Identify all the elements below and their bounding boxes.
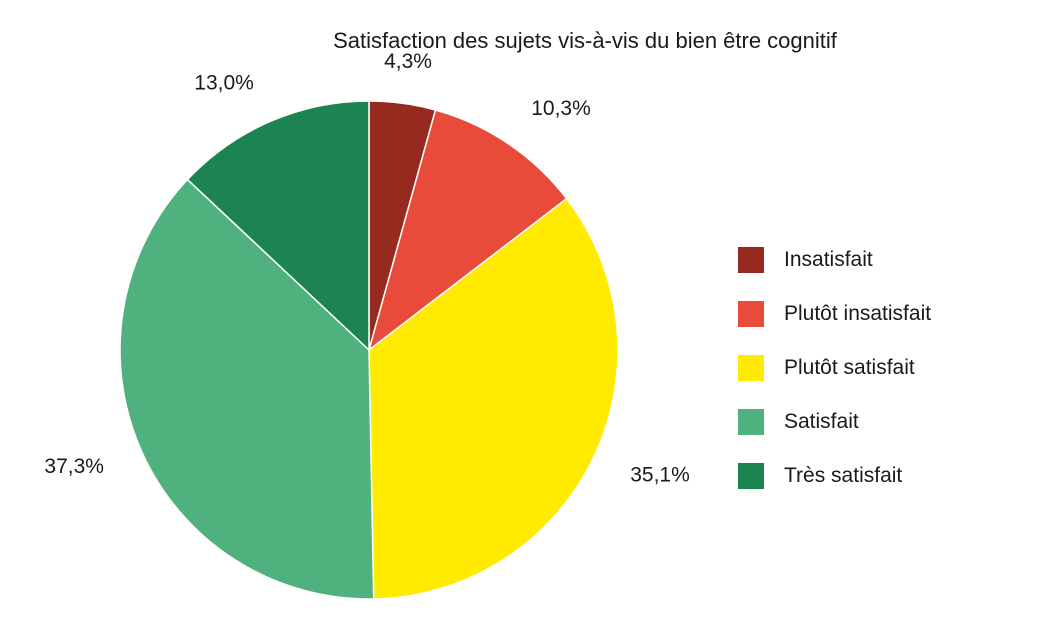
legend: Insatisfait Plutôt insatisfait Plutôt sati… xyxy=(738,233,931,503)
legend-item-plutot-satisfait: Plutôt satisfait xyxy=(738,341,931,395)
legend-swatch xyxy=(738,355,764,381)
chart-title: Satisfaction des sujets vis-à-vis du bie… xyxy=(333,28,837,53)
legend-item-plutot-insatisfait: Plutôt insatisfait xyxy=(738,287,931,341)
data-label-tres-satisfait: 13,0% xyxy=(194,71,254,94)
legend-label: Très satisfait xyxy=(784,464,903,487)
pie-slice-plutot-insatisfait xyxy=(367,109,568,352)
pie-slice-tres-satisfait xyxy=(186,100,370,352)
data-label-plutot-satisfait: 35,1% xyxy=(630,463,690,486)
pie-slice-plutot-satisfait xyxy=(368,197,619,600)
pie-slices xyxy=(119,100,619,600)
legend-label: Insatisfait xyxy=(784,248,873,271)
slice-labels: 4,3% 10,3% 35,1% 37,3% 13,0% xyxy=(44,50,689,486)
legend-item-satisfait: Satisfait xyxy=(738,395,931,449)
legend-item-insatisfait: Insatisfait xyxy=(738,233,931,287)
legend-swatch xyxy=(738,247,764,273)
legend-label: Plutôt satisfait xyxy=(784,356,915,379)
pie-slice-satisfait xyxy=(119,178,375,600)
data-label-plutot-insatisfait: 10,3% xyxy=(531,97,591,120)
data-label-satisfait: 37,3% xyxy=(44,455,104,478)
legend-item-tres-satisfait: Très satisfait xyxy=(738,449,931,503)
legend-swatch xyxy=(738,301,764,327)
legend-swatch xyxy=(738,409,764,435)
legend-label: Plutôt insatisfait xyxy=(784,302,932,325)
data-label-insatisfait: 4,3% xyxy=(384,50,432,73)
legend-swatch xyxy=(738,463,764,489)
legend-label: Satisfait xyxy=(784,410,859,433)
